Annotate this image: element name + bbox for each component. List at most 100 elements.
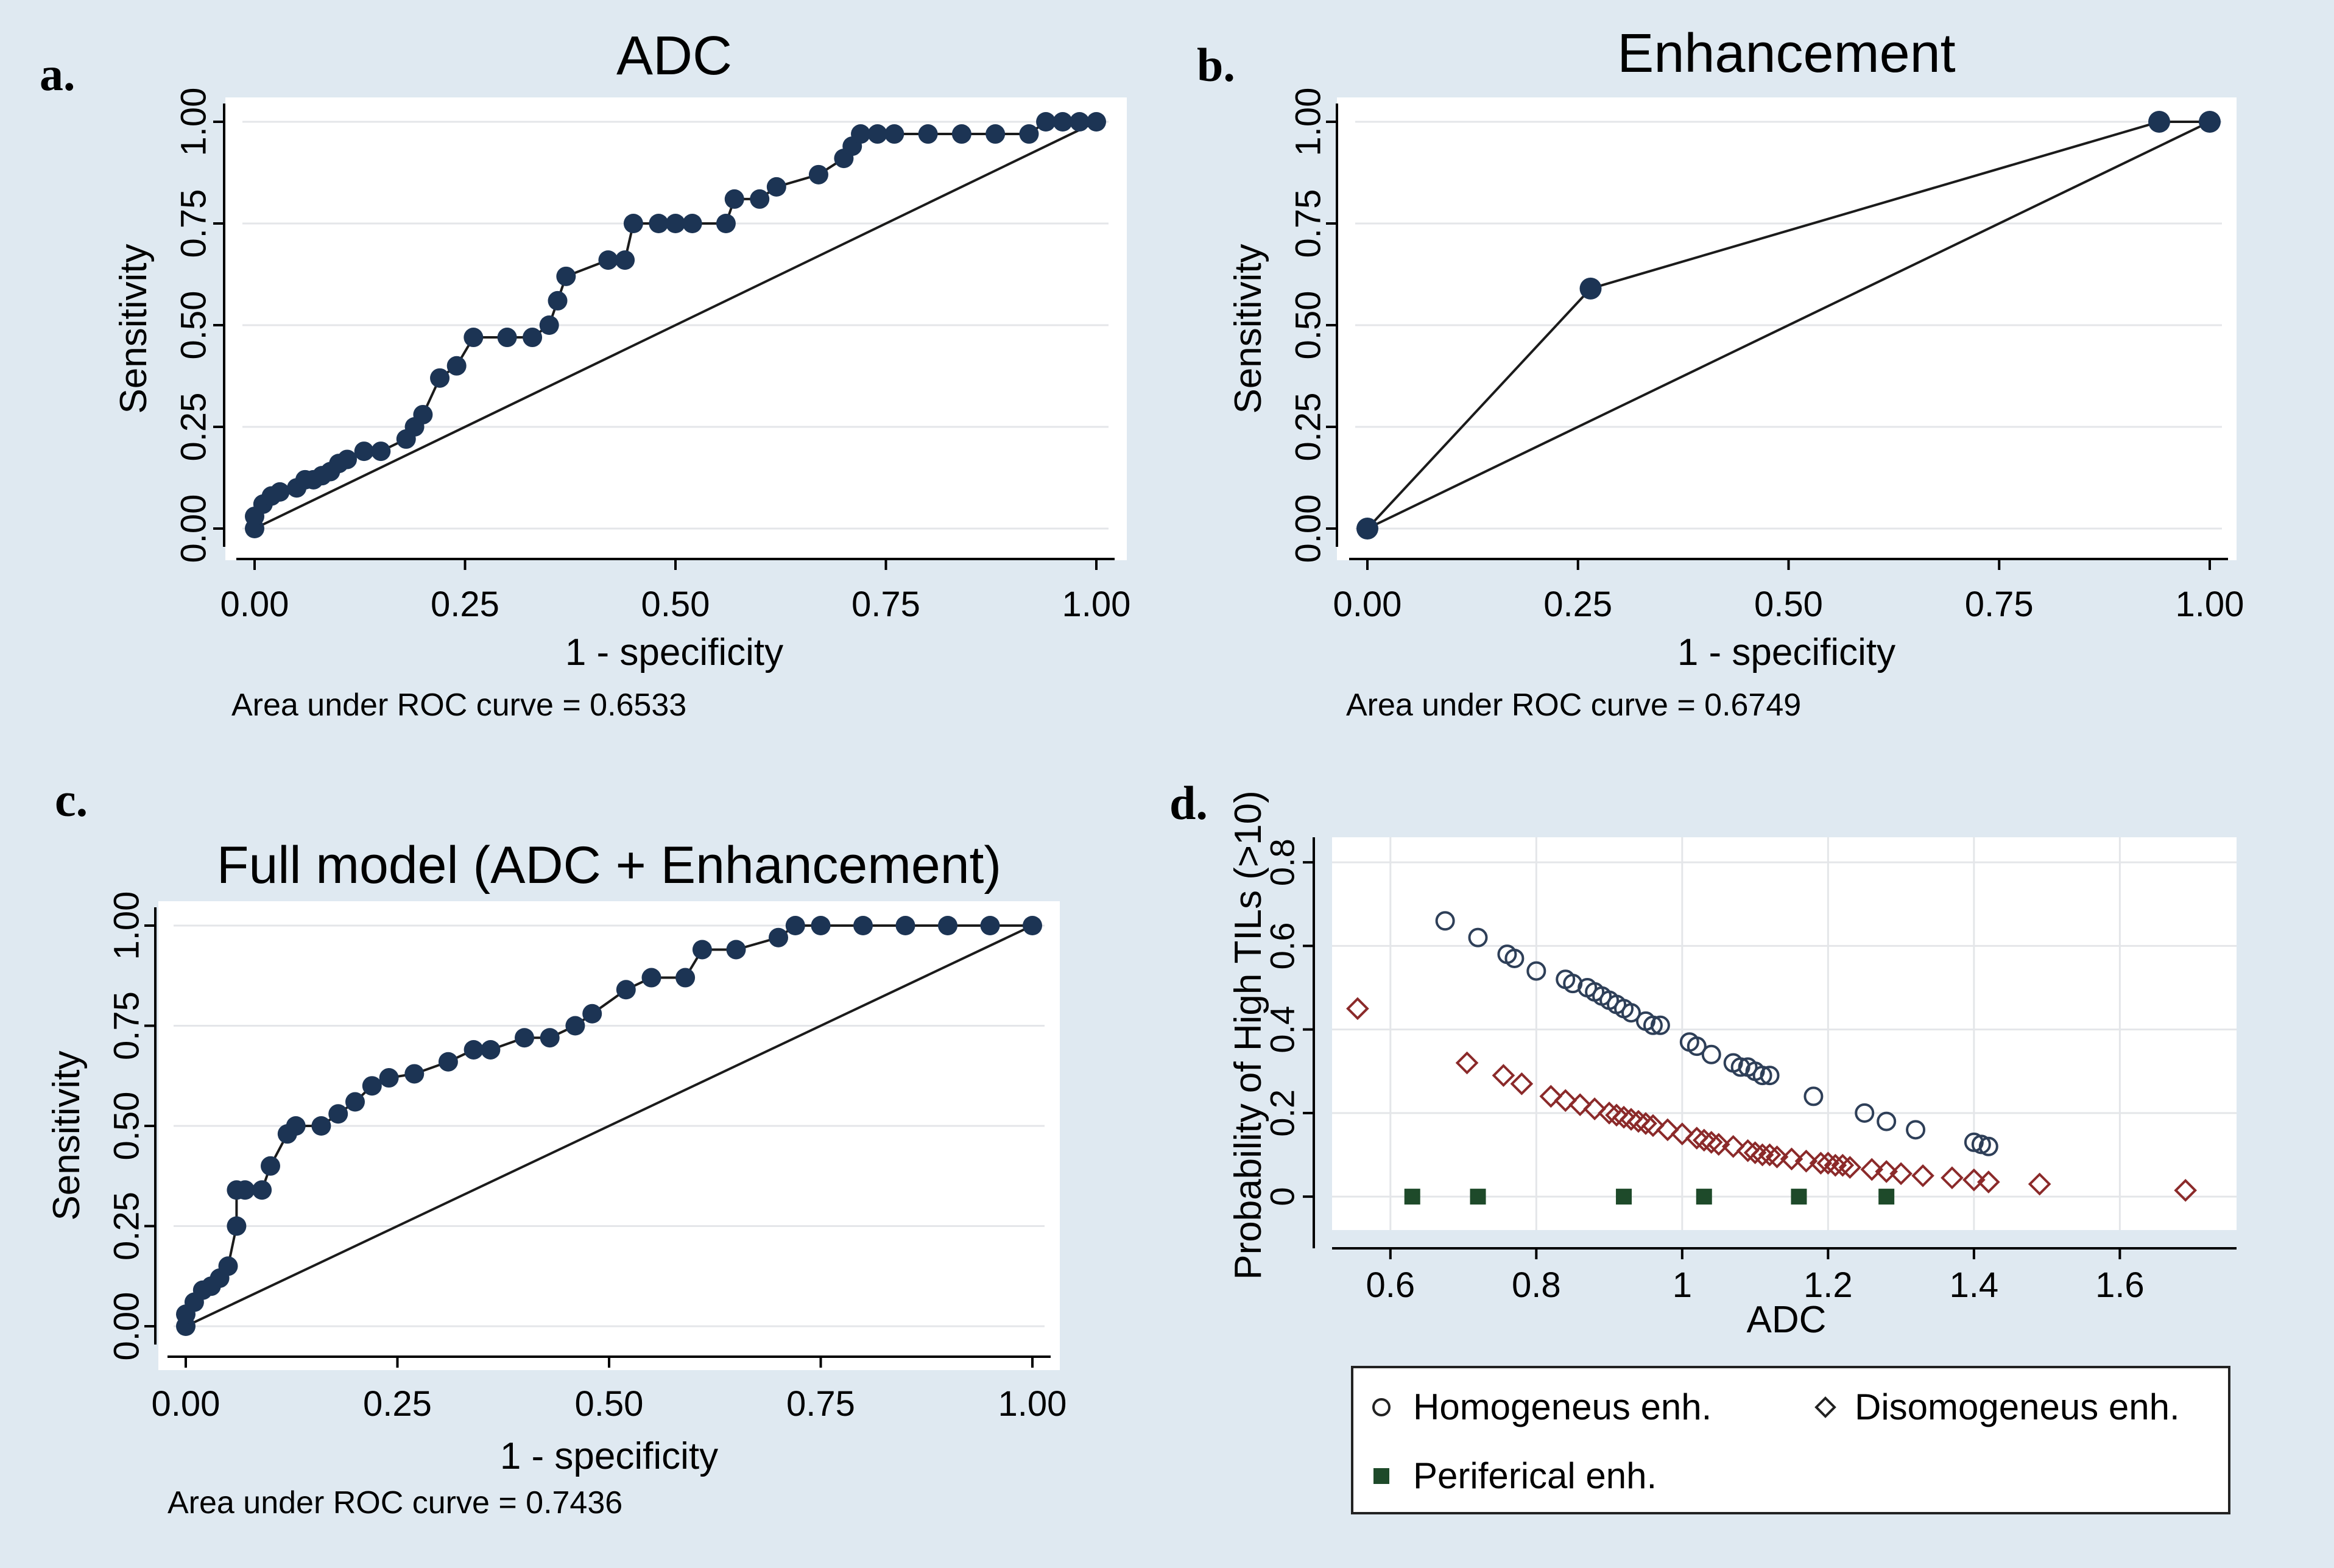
panel-b-ylabel: Sensitivity [1227,244,1269,413]
homogeneous-point [1803,1086,1824,1106]
legend-periferical-label: Periferical enh. [1413,1455,1657,1496]
disomogeneous-point [1976,1170,2000,1194]
panel-b-auc: Area under ROC curve = 0.6749 [1346,687,1801,723]
roc-point [438,1052,458,1072]
roc-point [565,1016,585,1036]
reference-diagonal [1367,121,2210,530]
roc-point [337,449,358,469]
x-tick-label: 1.00 [1062,585,1131,624]
disomogeneous-point [1736,1139,1760,1162]
roc-point [808,164,828,185]
y-tick-label: 0.75 [174,189,214,258]
roc-point [769,927,788,947]
roc-point [1052,112,1073,132]
roc-point [785,916,805,935]
disomogeneous-point [1455,1051,1479,1075]
disomogeneous-point [1860,1158,1884,1181]
panel-c-x-axis: 0.00 0.25 0.50 0.75 1.00 [152,1355,1067,1424]
y-tick-label: 0 [1263,1187,1302,1206]
x-tick-label: 0.25 [1543,585,1612,624]
panel-d-y-axis: 0 0.2 0.4 0.6 0.8 [1263,837,1315,1248]
disomogeneous-point [1656,1118,1679,1142]
panel-a-markers [245,112,1106,538]
roc-point [430,368,450,388]
homogeneous-point [1906,1120,1926,1140]
panel-c-y-axis: 0.00 0.25 0.50 0.75 1.00 [107,891,157,1361]
reference-diagonal [254,121,1097,530]
roc-point [539,315,559,335]
panel-b-markers [1356,111,2221,540]
disomogeneous-point [1627,1109,1650,1133]
panel-d-ylabel: Probability of High TILs (>10) [1227,790,1269,1280]
x-tick-label: 0.00 [152,1384,220,1424]
roc-point [598,250,618,270]
panel-c: c. Full model (ADC + Enhancement) 0.00 0.… [46,773,1067,1521]
x-tick-label: 0.25 [431,585,499,624]
roc-point [918,124,938,144]
disomogeneous-point [1699,1131,1723,1154]
disomogeneous-point [1816,1151,1840,1175]
roc-point [548,290,568,311]
roc-point [328,1104,348,1124]
roc-point [311,1116,331,1136]
x-tick-label: 0.75 [786,1384,855,1424]
disomogeneous-point [1758,1143,1782,1167]
panel-b-y-axis: 0.00 0.25 0.50 0.75 1.00 [1289,88,1338,563]
roc-point [1019,124,1039,144]
y-tick-label: 1.00 [107,891,147,960]
x-tick-label: 1.2 [1803,1265,1853,1305]
roc-point [446,356,467,376]
roc-point [582,1004,602,1024]
panel-b: b. Enhancement 0.00 0.25 0.50 0.75 1.00 0.00… [1197,23,2244,723]
periferical-point [1470,1189,1486,1205]
disomogeneous-point [1510,1072,1534,1095]
roc-point [252,1180,272,1200]
roc-point [616,980,636,1000]
legend-homogeneous-marker [1372,1398,1391,1416]
x-tick-label: 0.50 [575,1384,644,1424]
panel-a-x-axis: 0.00 0.25 0.50 0.75 1.00 [220,558,1131,624]
y-tick-label: 0.00 [1289,494,1328,563]
disomogeneous-point [1671,1122,1694,1146]
y-tick-label: 0.25 [174,393,214,462]
y-tick-label: 0.00 [107,1292,147,1361]
roc-point [1036,112,1056,132]
homogeneous-point [1643,1015,1663,1035]
x-tick-label: 1.6 [2095,1265,2145,1305]
homogeneous-point [1435,911,1455,931]
roc-point [615,250,635,270]
homogeneous-point [1978,1136,1998,1156]
periferical-point [1878,1189,1895,1205]
x-tick-label: 0.50 [641,585,710,624]
disomogeneous-point [1838,1156,1862,1179]
panel-b-xlabel: 1 - specificity [1677,631,1895,673]
x-tick-label: 0.75 [851,585,920,624]
periferical-point [1791,1189,1807,1205]
disomogeneous-point [1911,1164,1934,1187]
roc-point [540,1028,560,1048]
disomogeneous-point [1794,1149,1818,1173]
x-tick-label: 1 [1673,1265,1692,1305]
roc-point [724,189,744,209]
roc-line [185,924,1032,1326]
roc-point [1023,916,1042,935]
x-tick-label: 1.4 [1950,1265,1999,1305]
x-tick-label: 0.8 [1512,1265,1561,1305]
roc-point [218,1256,238,1276]
panel-c-ylabel: Sensitivity [46,1050,88,1220]
disomogeneous-point [1605,1103,1628,1127]
legend: Homogeneus enh. Disomogeneus enh. Perife… [1351,1366,2230,1514]
disomogeneous-point [1598,1102,1621,1125]
y-tick-label: 0.50 [174,291,214,360]
panel-b-plot-area [1337,97,2237,560]
x-tick-label: 1.00 [998,1384,1067,1424]
homogeneous-point [1526,961,1546,981]
disomogeneous-point [1346,997,1369,1021]
panel-a-auc: Area under ROC curve = 0.6533 [231,687,686,723]
x-tick-label: 0.6 [1366,1265,1415,1305]
homogeneous-point [1877,1111,1897,1131]
panel-c-reference-line [185,924,1033,1327]
periferical-point [1616,1189,1632,1205]
roc-point [867,124,887,144]
roc-point [649,214,669,233]
